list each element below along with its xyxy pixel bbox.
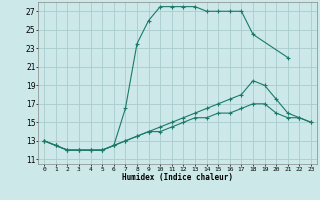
X-axis label: Humidex (Indice chaleur): Humidex (Indice chaleur) [122, 173, 233, 182]
